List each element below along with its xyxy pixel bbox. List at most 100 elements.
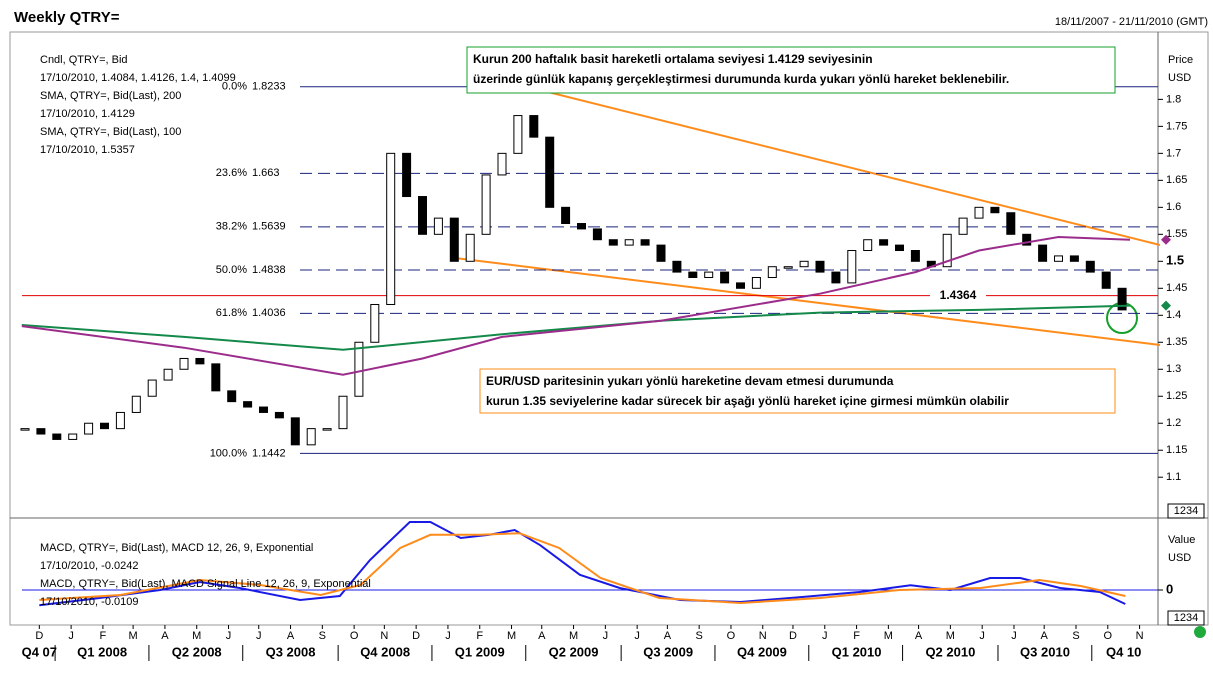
quarter-label: Q3 2008 [266, 644, 316, 659]
fib-pct: 100.0% [210, 447, 248, 459]
line-series [21, 304, 1131, 351]
chart-title: Weekly QTRY= [14, 9, 120, 26]
quarter-label: Q3 2010 [1020, 644, 1070, 659]
candle [1117, 287, 1127, 311]
candle [767, 266, 777, 279]
candle [895, 244, 904, 252]
candle [672, 260, 682, 273]
x-tick-label: A [287, 630, 295, 642]
x-tick-label: M [884, 630, 893, 642]
candle [592, 228, 602, 241]
y-tick-label: 1.45 [1166, 282, 1187, 294]
y-tick-label: 1.2 [1166, 417, 1181, 429]
quarter-label: Q4 2008 [360, 644, 410, 659]
x-tick-label: J [603, 630, 609, 642]
candle [815, 260, 825, 273]
x-tick-label: S [1072, 630, 1079, 642]
trendline [454, 257, 1161, 346]
x-tick-label: J [445, 630, 451, 642]
candle [243, 401, 253, 408]
candle [322, 428, 332, 431]
y-tick-label: 1.1 [1166, 471, 1181, 483]
candle [68, 433, 78, 440]
line-series [39, 521, 1126, 607]
x-tick-label: O [1104, 630, 1113, 642]
x-tick-label: N [1136, 630, 1144, 642]
candle [1054, 255, 1063, 262]
last-value-marker [1161, 234, 1171, 245]
candle [163, 368, 173, 381]
x-tick-label: F [853, 630, 860, 642]
candle [513, 115, 523, 154]
candle [227, 390, 237, 403]
legend-detail: 17/10/2010, 1.5357 [40, 144, 135, 156]
status-dot [1194, 626, 1206, 638]
x-tick-label: M [946, 630, 955, 642]
axis-box-label: 1234 [1174, 505, 1198, 517]
x-tick-label: J [256, 630, 262, 642]
candle [402, 152, 412, 198]
y-tick-label: 1.5 [1166, 253, 1184, 268]
fib-pct: 0.0% [222, 81, 247, 93]
axis-unit: USD [1168, 72, 1191, 84]
candle [656, 244, 666, 262]
candle [704, 271, 714, 278]
candle [974, 206, 984, 219]
axis-unit: USD [1168, 552, 1191, 564]
x-tick-label: M [507, 630, 516, 642]
trendline [519, 84, 1161, 246]
y-tick-label: 1.75 [1166, 120, 1187, 132]
x-tick-label: S [695, 630, 702, 642]
x-tick-label: A [915, 630, 923, 642]
quarter-label: Q1 2010 [832, 644, 882, 659]
fib-value: 1.1442 [252, 447, 286, 459]
fib-value: 1.5639 [252, 221, 286, 233]
candle [958, 217, 968, 235]
quarter-label: Q2 2008 [172, 644, 222, 659]
y-tick-label: 1.35 [1166, 336, 1187, 348]
x-tick-label: J [822, 630, 828, 642]
line-series [39, 532, 1126, 605]
candle [52, 433, 62, 440]
candle [306, 428, 316, 446]
candle [433, 217, 443, 235]
candle [799, 260, 809, 268]
candle [290, 417, 300, 446]
legend-entry: Cndl, QTRY=, Bid [40, 54, 128, 66]
quarter-label: Q4 2009 [737, 644, 787, 659]
candle [115, 411, 125, 430]
fib-value: 1.4036 [252, 307, 286, 319]
candle [1038, 244, 1048, 262]
candle [720, 271, 730, 284]
legend-detail: 17/10/2010, -0.0242 [40, 560, 138, 572]
candle [418, 196, 427, 235]
fib-pct: 61.8% [216, 307, 247, 319]
candle [131, 395, 141, 413]
legend-entry: MACD, QTRY=, Bid(Last), MACD Signal Line… [40, 578, 371, 590]
annotation-text: kurun 1.35 seviyelerine kadar sürecek bi… [486, 394, 1009, 408]
candle [577, 223, 586, 230]
quarter-label: Q1 2008 [77, 644, 127, 659]
legend-entry: MACD, QTRY=, Bid(Last), MACD 12, 26, 9, … [40, 542, 313, 554]
candle [942, 233, 952, 268]
annotation-box [479, 368, 1116, 414]
candle [370, 303, 380, 343]
candle [736, 282, 745, 289]
fib-pct: 38.2% [216, 221, 247, 233]
candle [354, 341, 364, 397]
x-tick-label: D [35, 630, 43, 642]
candle [497, 152, 507, 176]
x-tick-label: S [319, 630, 326, 642]
legend-entry: SMA, QTRY=, Bid(Last), 200 [40, 90, 181, 102]
x-tick-label: N [759, 630, 767, 642]
candle [20, 428, 30, 431]
candle [863, 239, 873, 252]
chart-subtitle: 18/11/2007 - 21/11/2010 (GMT) [1055, 16, 1208, 28]
candle [1069, 255, 1079, 262]
candle [259, 406, 268, 413]
quarter-label: Q4 10 [1106, 644, 1141, 659]
fib-value: 1.663 [252, 167, 280, 179]
x-tick-label: F [100, 630, 107, 642]
candle [990, 206, 1000, 214]
x-tick-label: A [1041, 630, 1049, 642]
